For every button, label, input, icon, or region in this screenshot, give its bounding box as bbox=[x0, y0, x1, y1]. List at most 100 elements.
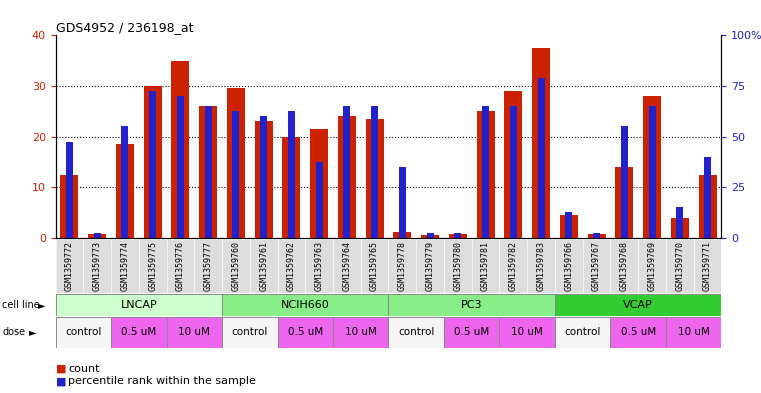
Bar bbox=[421, 235, 439, 238]
Bar bbox=[532, 48, 550, 238]
Bar bbox=[699, 174, 717, 238]
Bar bbox=[222, 294, 388, 316]
Bar bbox=[232, 111, 240, 238]
Text: LNCAP: LNCAP bbox=[120, 300, 158, 310]
Text: 10 uM: 10 uM bbox=[511, 327, 543, 338]
Bar bbox=[167, 317, 222, 348]
Text: GSM1359776: GSM1359776 bbox=[176, 241, 185, 291]
Bar bbox=[282, 136, 301, 238]
Bar bbox=[338, 116, 356, 238]
Bar bbox=[704, 157, 711, 238]
Bar bbox=[66, 141, 73, 238]
Bar bbox=[116, 144, 134, 238]
Text: 0.5 uM: 0.5 uM bbox=[288, 327, 323, 338]
Bar bbox=[288, 111, 295, 238]
Bar bbox=[255, 121, 272, 238]
Bar bbox=[444, 317, 499, 348]
Text: NCIH660: NCIH660 bbox=[281, 300, 330, 310]
Bar bbox=[205, 106, 212, 238]
Bar bbox=[144, 86, 161, 238]
Text: PC3: PC3 bbox=[461, 300, 482, 310]
Bar bbox=[505, 91, 522, 238]
Bar bbox=[111, 317, 167, 348]
Bar bbox=[648, 106, 655, 238]
Text: GSM1359760: GSM1359760 bbox=[231, 241, 240, 291]
Text: 0.5 uM: 0.5 uM bbox=[454, 327, 489, 338]
Bar bbox=[171, 61, 189, 238]
Text: ■: ■ bbox=[56, 364, 66, 374]
Text: percentile rank within the sample: percentile rank within the sample bbox=[68, 376, 256, 386]
Text: GSM1359777: GSM1359777 bbox=[204, 241, 212, 291]
Bar bbox=[537, 78, 545, 238]
Bar bbox=[593, 233, 600, 238]
Bar bbox=[365, 119, 384, 238]
Text: GSM1359765: GSM1359765 bbox=[370, 241, 379, 291]
Text: GSM1359783: GSM1359783 bbox=[537, 241, 546, 291]
Bar bbox=[565, 213, 572, 238]
Text: 10 uM: 10 uM bbox=[345, 327, 377, 338]
Bar bbox=[56, 294, 222, 316]
Bar bbox=[199, 106, 217, 238]
Bar bbox=[260, 116, 267, 238]
Bar bbox=[560, 215, 578, 238]
Text: GSM1359770: GSM1359770 bbox=[675, 241, 684, 291]
Text: 0.5 uM: 0.5 uM bbox=[121, 327, 157, 338]
Text: 10 uM: 10 uM bbox=[178, 327, 210, 338]
Bar bbox=[371, 106, 378, 238]
Text: control: control bbox=[231, 327, 268, 338]
Text: control: control bbox=[565, 327, 601, 338]
Bar bbox=[499, 317, 555, 348]
Text: GSM1359772: GSM1359772 bbox=[65, 241, 74, 291]
Bar bbox=[587, 234, 606, 238]
Text: GSM1359781: GSM1359781 bbox=[481, 241, 490, 291]
Bar bbox=[555, 294, 721, 316]
Bar bbox=[399, 167, 406, 238]
Text: ►: ► bbox=[29, 327, 37, 337]
Text: GSM1359779: GSM1359779 bbox=[425, 241, 435, 291]
Text: count: count bbox=[68, 364, 100, 374]
Text: GSM1359780: GSM1359780 bbox=[454, 241, 463, 291]
Text: GSM1359766: GSM1359766 bbox=[565, 241, 573, 291]
Bar bbox=[449, 234, 466, 238]
Text: GSM1359761: GSM1359761 bbox=[260, 241, 268, 291]
Text: GSM1359769: GSM1359769 bbox=[648, 241, 657, 291]
Bar bbox=[177, 96, 184, 238]
Bar bbox=[60, 174, 78, 238]
Text: ■: ■ bbox=[56, 376, 66, 386]
Text: GSM1359763: GSM1359763 bbox=[314, 241, 323, 291]
Text: GSM1359773: GSM1359773 bbox=[93, 241, 102, 291]
Bar bbox=[94, 233, 100, 238]
Bar bbox=[343, 106, 350, 238]
Bar bbox=[610, 317, 666, 348]
Bar bbox=[56, 317, 111, 348]
Bar bbox=[427, 233, 434, 238]
Text: cell line: cell line bbox=[2, 300, 40, 310]
Text: GSM1359767: GSM1359767 bbox=[592, 241, 601, 291]
Bar bbox=[310, 129, 328, 238]
Text: GSM1359764: GSM1359764 bbox=[342, 241, 352, 291]
Text: 0.5 uM: 0.5 uM bbox=[620, 327, 656, 338]
Bar bbox=[122, 127, 129, 238]
Text: dose: dose bbox=[2, 327, 25, 337]
Bar bbox=[476, 111, 495, 238]
Bar bbox=[510, 106, 517, 238]
Bar bbox=[316, 162, 323, 238]
Text: GDS4952 / 236198_at: GDS4952 / 236198_at bbox=[56, 21, 193, 34]
Bar bbox=[149, 91, 156, 238]
Bar bbox=[388, 317, 444, 348]
Text: GSM1359771: GSM1359771 bbox=[703, 241, 712, 291]
Text: 10 uM: 10 uM bbox=[678, 327, 709, 338]
Bar bbox=[278, 317, 333, 348]
Bar bbox=[482, 106, 489, 238]
Bar bbox=[677, 208, 683, 238]
Bar bbox=[621, 127, 628, 238]
Text: control: control bbox=[65, 327, 101, 338]
Text: GSM1359778: GSM1359778 bbox=[398, 241, 407, 291]
Bar bbox=[616, 167, 633, 238]
Text: ►: ► bbox=[38, 300, 46, 310]
Bar bbox=[555, 317, 610, 348]
Text: control: control bbox=[398, 327, 435, 338]
Text: VCAP: VCAP bbox=[623, 300, 653, 310]
Text: GSM1359774: GSM1359774 bbox=[120, 241, 129, 291]
Bar bbox=[88, 234, 107, 238]
